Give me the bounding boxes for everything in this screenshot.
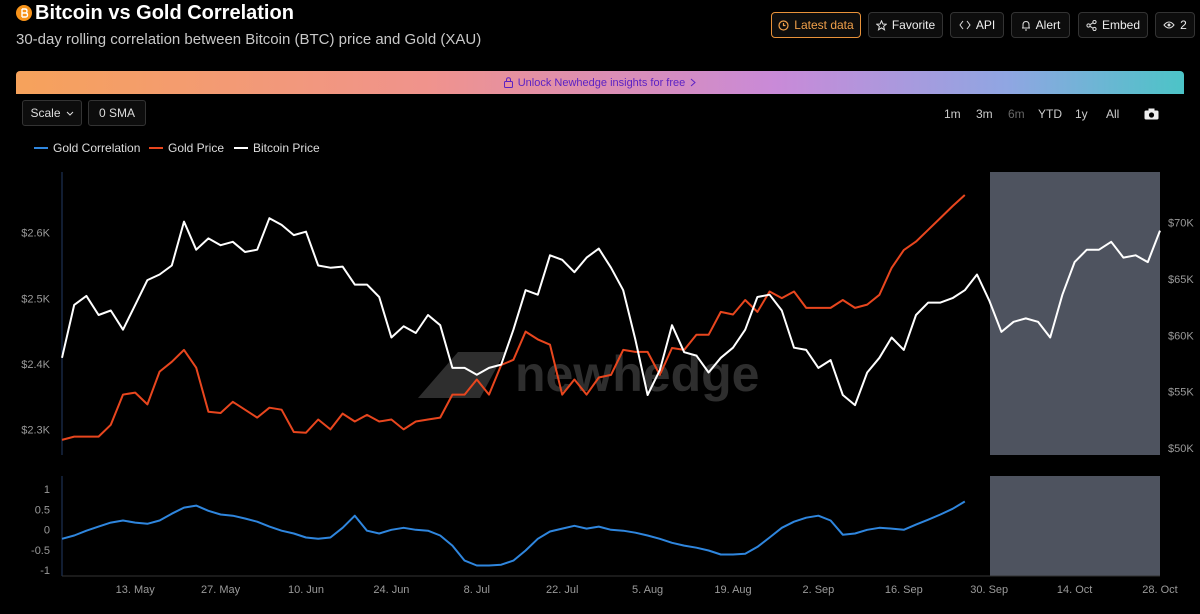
y-tick-label: $2.5K <box>21 293 50 305</box>
y2-tick-label: $50K <box>1168 443 1194 455</box>
highlight-band <box>990 172 1160 455</box>
views-button[interactable]: 2 <box>1155 12 1195 38</box>
x-tick-label: 2. Sep <box>802 584 834 596</box>
x-tick-label: 13. May <box>116 584 156 596</box>
eye-icon <box>1163 21 1175 29</box>
latest-data-button[interactable]: Latest data <box>771 12 861 38</box>
scale-dropdown[interactable]: Scale <box>22 100 82 126</box>
y-tick-label: 0.5 <box>35 504 50 516</box>
x-tick-label: 5. Aug <box>632 584 663 596</box>
page-title: Bitcoin vs Gold Correlation <box>35 2 294 24</box>
highlight-band <box>990 476 1160 576</box>
y-tick-label: $2.6K <box>21 228 50 240</box>
range-button[interactable]: 1m <box>944 107 961 121</box>
x-tick-label: 28. Oct <box>1142 584 1177 596</box>
y-tick-label: $2.4K <box>21 359 50 371</box>
clock-icon <box>778 19 789 31</box>
embed-button[interactable]: Embed <box>1078 12 1148 38</box>
y-tick-label: -0.5 <box>31 545 50 557</box>
dropdown-label: Scale <box>30 106 61 120</box>
legend-item[interactable]: Bitcoin Price <box>234 141 320 155</box>
y2-tick-label: $65K <box>1168 274 1194 286</box>
page-subtitle: 30-day rolling correlation between Bitco… <box>16 31 482 48</box>
favorite-button[interactable]: Favorite <box>868 12 943 38</box>
lock-icon <box>503 77 513 88</box>
chevron-icon <box>690 78 697 87</box>
y2-tick-label: $55K <box>1168 387 1194 399</box>
button-label: Alert <box>1035 18 1061 32</box>
sma-button[interactable]: 0 SMA <box>88 100 146 126</box>
x-tick-label: 8. Jul <box>464 584 490 596</box>
sma-label: 0 SMA <box>98 106 135 120</box>
watermark: newhedge <box>515 346 759 402</box>
alert-button[interactable]: Alert <box>1011 12 1070 38</box>
range-button[interactable]: All <box>1106 107 1120 121</box>
api-button[interactable]: API <box>950 12 1004 38</box>
button-label: API <box>975 18 996 32</box>
star-icon <box>875 19 887 31</box>
legend-label: Gold Correlation <box>53 141 141 155</box>
x-tick-label: 30. Sep <box>970 584 1008 596</box>
y-tick-label: -1 <box>40 565 50 577</box>
y2-tick-label: $60K <box>1168 330 1194 342</box>
range-button[interactable]: YTD <box>1038 107 1062 121</box>
legend-item[interactable]: Gold Price <box>149 141 224 155</box>
range-button[interactable]: 1y <box>1075 107 1088 121</box>
button-label: Embed <box>1101 18 1141 32</box>
button-label: Latest data <box>794 18 854 32</box>
camera-icon[interactable] <box>1144 108 1159 120</box>
promo-banner[interactable]: Unlock Newhedge insights for free <box>16 71 1184 94</box>
series-line <box>61 500 966 567</box>
banner-text: Unlock Newhedge insights for free <box>517 76 686 89</box>
x-tick-label: 22. Jul <box>546 584 578 596</box>
y-tick-label: 0 <box>44 525 50 537</box>
range-button[interactable]: 6m <box>1008 107 1025 121</box>
y-tick-label: 1 <box>44 484 50 496</box>
button-label: 2 <box>1180 18 1187 32</box>
series-line <box>61 194 966 441</box>
x-tick-label: 27. May <box>201 584 241 596</box>
chevron-icon <box>66 111 73 116</box>
legend-label: Bitcoin Price <box>253 141 320 155</box>
share-icon <box>1086 19 1097 31</box>
legend-swatch <box>34 147 48 149</box>
x-tick-label: 24. Jun <box>373 584 409 596</box>
code-icon <box>959 20 971 30</box>
legend-swatch <box>149 147 163 149</box>
y-tick-label: $2.3K <box>21 425 50 437</box>
watermark-logo <box>418 352 505 398</box>
bell-icon <box>1021 20 1030 30</box>
legend-swatch <box>234 147 248 149</box>
x-tick-label: 14. Oct <box>1057 584 1092 596</box>
x-tick-label: 10. Jun <box>288 584 324 596</box>
x-tick-label: 16. Sep <box>885 584 923 596</box>
legend-label: Gold Price <box>168 141 225 155</box>
series-line <box>61 217 1161 407</box>
button-label: Favorite <box>891 18 936 32</box>
x-tick-label: 19. Aug <box>714 584 751 596</box>
range-button[interactable]: 3m <box>976 107 993 121</box>
legend-item[interactable]: Gold Correlation <box>34 141 140 155</box>
bitcoin-icon <box>16 5 32 21</box>
y2-tick-label: $70K <box>1168 218 1194 230</box>
